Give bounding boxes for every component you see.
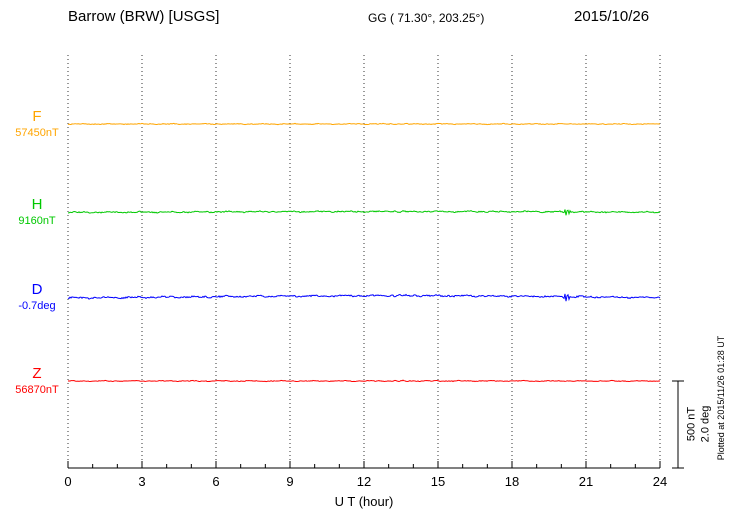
scale-bar-nt: 500 nT — [685, 406, 698, 442]
x-tick-label: 3 — [138, 474, 145, 489]
x-axis-title: U T (hour) — [334, 494, 394, 509]
trace-h — [67, 209, 661, 216]
x-tick-label: 12 — [357, 474, 371, 489]
trace-z — [67, 379, 661, 383]
x-tick-label: 15 — [431, 474, 445, 489]
x-tick-label: 24 — [653, 474, 667, 489]
plot-date: 2015/10/26 — [574, 8, 650, 25]
x-tick-label: 0 — [64, 474, 71, 489]
series-label-f: F — [32, 108, 42, 125]
series-value-z: 56870nT — [15, 384, 59, 396]
trace-d — [67, 293, 661, 302]
series-value-f: 57450nT — [15, 127, 59, 139]
series-label-z: Z — [32, 365, 42, 382]
series-value-h: 9160nT — [18, 215, 56, 227]
station-title: Barrow (BRW) [USGS] — [68, 8, 220, 25]
x-tick-label: 9 — [286, 474, 293, 489]
trace-f — [67, 122, 661, 126]
x-tick-label: 6 — [212, 474, 219, 489]
scale-bar-label: 500 nT 2.0 deg — [685, 406, 713, 443]
geo-coordinates: GG ( 71.30°, 203.25°) — [368, 11, 485, 25]
plotted-at-note: Plotted at 2015/11/26 01:28 UT — [716, 335, 726, 461]
series-label-h: H — [31, 196, 43, 213]
x-tick-label: 18 — [505, 474, 519, 489]
series-value-d: -0.7deg — [18, 300, 56, 312]
x-tick-label: 21 — [579, 474, 593, 489]
scale-bar-deg: 2.0 deg — [699, 405, 711, 443]
series-label-d: D — [31, 281, 43, 298]
